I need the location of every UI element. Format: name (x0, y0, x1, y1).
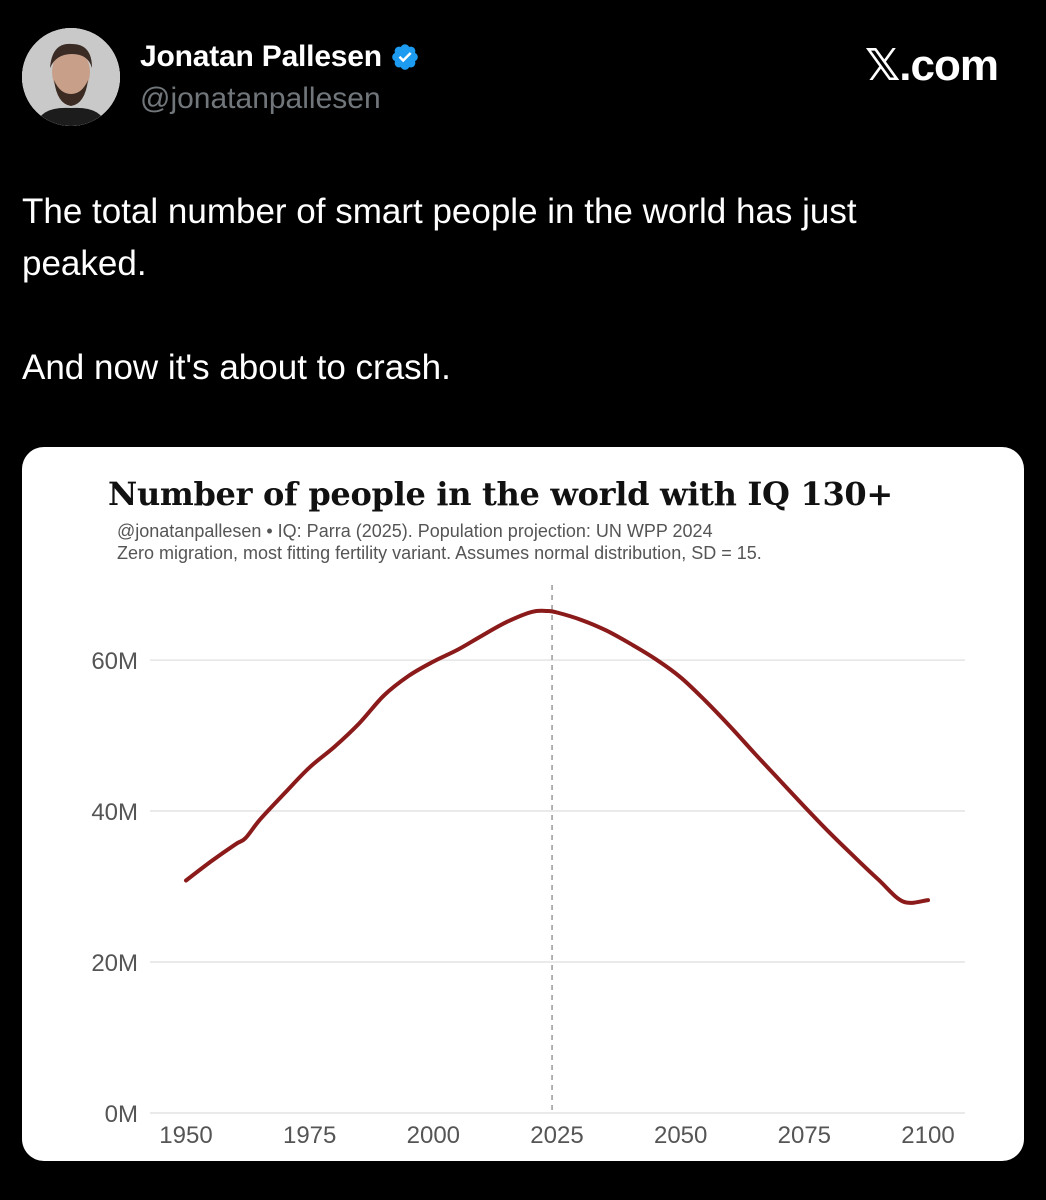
verified-badge-icon (392, 44, 418, 70)
x-com-logo[interactable]: 𝕏.com (864, 41, 999, 90)
x-tick-label: 2025 (530, 1122, 583, 1149)
x-tick-label: 2000 (407, 1122, 460, 1149)
tweet-text: The total number of smart people in the … (22, 192, 857, 387)
y-tick-label: 20M (91, 950, 138, 977)
chart-subtitle-line-2: Zero migration, most fitting fertility v… (117, 543, 762, 563)
y-tick-label: 0M (105, 1101, 138, 1128)
chart-title: Number of people in the world with IQ 13… (108, 475, 893, 513)
x-tick-label: 2075 (778, 1122, 831, 1149)
y-tick-label: 60M (91, 648, 138, 675)
x-tick-label: 2100 (901, 1122, 954, 1149)
series-line-0 (184, 608, 930, 905)
x-tick-label: 2050 (654, 1122, 707, 1149)
line-chart: 0M 20M 40M 60M 1950 1975 2000 2025 2050 2075 2100 (91, 585, 965, 1149)
author-name[interactable]: Jonatan Pallesen (140, 40, 420, 74)
x-tick-label: 1975 (283, 1122, 336, 1149)
avatar[interactable] (22, 28, 120, 126)
chart-card[interactable]: Number of people in the world with IQ 13… (22, 447, 1024, 1161)
x-tick-label: 1950 (159, 1122, 212, 1149)
avatar-photo-icon (22, 28, 120, 126)
tweet-header: Jonatan Pallesen @jonatanpallesen 𝕏.com (22, 28, 1022, 132)
chart-subtitle: @jonatanpallesen • IQ: Parra (2025). Pop… (117, 520, 762, 564)
chart-subtitle-line-1: @jonatanpallesen • IQ: Parra (2025). Pop… (117, 521, 713, 541)
y-tick-label: 40M (91, 799, 138, 826)
author-handle[interactable]: @jonatanpallesen (140, 82, 381, 115)
author-name-text: Jonatan Pallesen (140, 40, 382, 73)
